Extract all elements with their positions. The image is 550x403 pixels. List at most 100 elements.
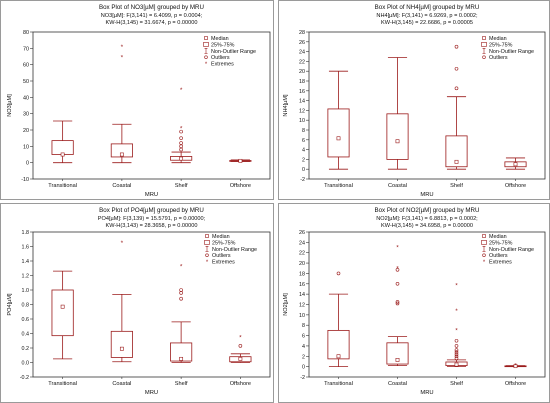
legend-label: Median xyxy=(489,36,507,42)
x-axis-label: MRU xyxy=(145,192,158,198)
box-transitional xyxy=(51,120,74,164)
outlier-point xyxy=(454,338,459,343)
x-tick-label: Shelf xyxy=(450,381,463,387)
y-tick-label: 0 xyxy=(302,167,305,173)
y-tick-label: 12 xyxy=(299,108,305,114)
chart-title: Box Plot of NH4[µM] grouped by MRU xyxy=(375,4,480,11)
legend-median-symbol xyxy=(205,234,209,238)
x-axis-label: MRU xyxy=(420,390,433,396)
legend-label: Outliers xyxy=(211,55,230,61)
y-tick-label: 10 xyxy=(23,144,29,150)
median-marker xyxy=(336,354,341,359)
iqr-box xyxy=(51,289,74,337)
legend-extreme-symbol: * xyxy=(483,260,486,266)
outlier-point xyxy=(395,281,400,286)
legend-label: Outliers xyxy=(489,55,508,61)
x-tick-label: Transitional xyxy=(48,381,77,387)
iqr-box xyxy=(327,329,350,360)
y-tick-label: 1.0 xyxy=(22,288,30,294)
legend-median-symbol xyxy=(482,36,486,40)
legend-median-symbol xyxy=(204,36,208,40)
x-tick-label: Offshore xyxy=(230,381,251,387)
y-tick-label: 0.6 xyxy=(22,317,30,323)
y-tick-label: 16 xyxy=(299,282,305,288)
y-tick-label: 22 xyxy=(299,251,305,257)
y-tick-label: 22 xyxy=(299,59,305,65)
legend-box-symbol xyxy=(481,42,487,47)
y-tick-label: 24 xyxy=(299,240,305,246)
median-marker xyxy=(336,136,341,141)
chart-subtitle: KW-H(3,143) = 28.3658, p = 0.00000 xyxy=(106,223,198,229)
chart-panel-3: Box Plot of PO4[µM] grouped by MRU PO4[µM… xyxy=(0,203,274,403)
y-tick-label: 18 xyxy=(299,271,305,277)
chart-subtitle: KW-H(3,145) = 22.6686, p = 0.00005 xyxy=(381,20,473,26)
x-tick-label: Shelf xyxy=(175,381,188,387)
extreme-point: * xyxy=(455,328,458,335)
box-coastal: ** xyxy=(110,44,133,164)
y-tick-label: -0.2 xyxy=(20,375,29,381)
legend-box-symbol xyxy=(481,240,487,245)
y-tick-label: 1.4 xyxy=(22,259,30,265)
box-coastal: ** xyxy=(386,245,409,367)
legend-label: Outliers xyxy=(212,253,231,259)
box-shelf: ** xyxy=(170,87,193,164)
box-offshore xyxy=(229,158,252,163)
y-tick-label: 10 xyxy=(299,118,305,124)
y-tick-label: 8 xyxy=(302,128,305,134)
x-axis-label: MRU xyxy=(420,192,433,198)
legend-label: Median xyxy=(211,36,229,42)
median-marker xyxy=(60,304,65,309)
extreme-point: * xyxy=(396,245,399,252)
outlier-point xyxy=(395,268,400,272)
legend-box-symbol xyxy=(204,240,210,245)
y-tick-label: 14 xyxy=(299,99,305,105)
x-axis-label: MRU xyxy=(145,390,158,396)
legend-label: Non-Outlier Range xyxy=(489,49,534,55)
y-axis-label: NH4[µM] xyxy=(283,94,289,117)
y-tick-label: 24 xyxy=(299,50,305,56)
box-transitional xyxy=(327,70,350,170)
y-tick-label: 0.2 xyxy=(22,346,30,352)
median-marker xyxy=(119,346,124,351)
y-tick-label: 2 xyxy=(302,157,305,163)
y-tick-label: 8 xyxy=(302,323,305,329)
median-marker xyxy=(454,159,459,164)
extreme-point: * xyxy=(396,265,399,272)
iqr-box xyxy=(445,135,468,168)
y-tick-label: 70 xyxy=(23,46,29,52)
x-tick-label: Coastal xyxy=(112,183,131,189)
y-tick-label: 50 xyxy=(23,79,29,85)
legend-label: 25%-75% xyxy=(212,240,236,246)
extreme-point: * xyxy=(121,55,124,62)
outlier-point xyxy=(454,354,459,359)
median-marker xyxy=(60,152,65,157)
y-axis-label: NO3[µM] xyxy=(7,94,13,117)
y-tick-label: 18 xyxy=(299,79,305,85)
y-tick-label: 0 xyxy=(26,161,29,167)
chart-title: Box Plot of PO4[µM] grouped by MRU xyxy=(99,207,204,214)
legend-label: Non-Outlier Range xyxy=(211,49,256,55)
box-shelf xyxy=(445,44,468,170)
y-tick-label: 26 xyxy=(299,230,305,236)
chart-panel-4: Box Plot of NO2[µM] grouped by MRU NO2[µM… xyxy=(278,203,550,403)
y-tick-label: 28 xyxy=(299,30,305,36)
y-tick-label: 14 xyxy=(299,292,305,298)
iqr-box xyxy=(110,330,133,358)
x-tick-label: Offshore xyxy=(230,183,251,189)
legend-extreme-symbol: * xyxy=(205,62,208,68)
legend-box-symbol xyxy=(203,42,209,47)
extreme-point: * xyxy=(180,126,183,133)
median-marker xyxy=(513,162,518,167)
outlier-point xyxy=(179,288,183,292)
legend-median-symbol xyxy=(482,234,486,238)
x-tick-label: Transitional xyxy=(324,183,353,189)
y-tick-label: 30 xyxy=(23,112,29,118)
box-coastal: * xyxy=(110,240,133,363)
x-tick-label: Transitional xyxy=(48,183,77,189)
legend-label: Outliers xyxy=(489,253,508,259)
box-coastal xyxy=(386,57,409,170)
x-tick-label: Coastal xyxy=(112,381,131,387)
extreme-point: * xyxy=(455,308,458,315)
legend-label: Extremes xyxy=(489,260,512,266)
